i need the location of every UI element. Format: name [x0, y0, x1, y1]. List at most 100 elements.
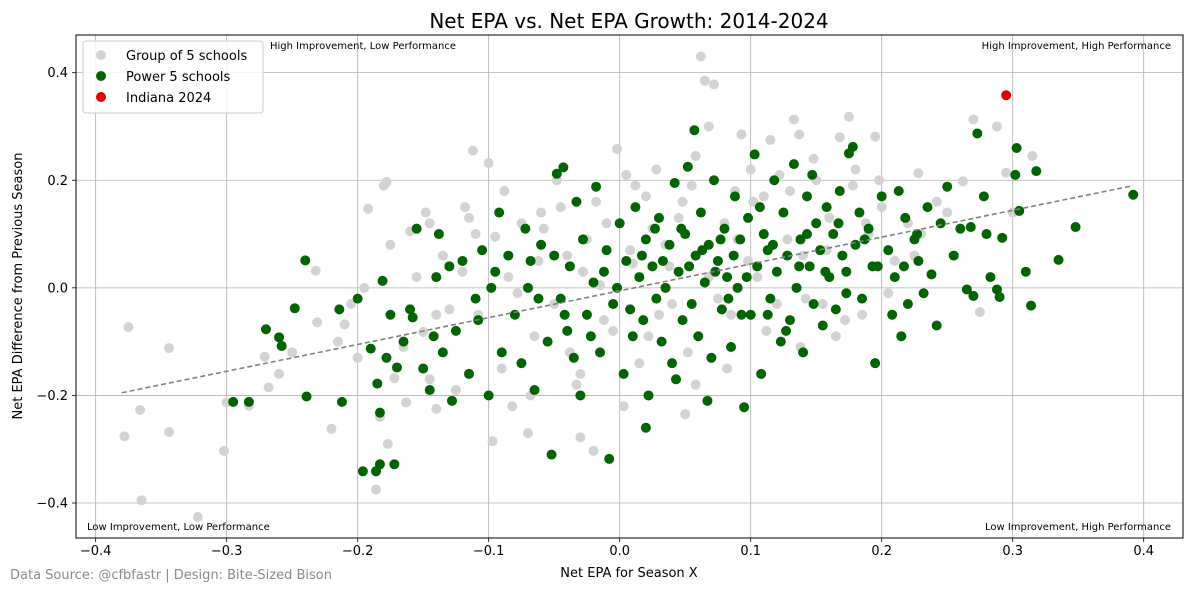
group-of-5-point	[555, 202, 566, 213]
group-of-5-point	[761, 325, 772, 336]
power-5-point	[900, 212, 911, 223]
legend-label-p5: Power 5 schools	[126, 70, 231, 85]
group-of-5-point	[765, 134, 776, 145]
power-5-point	[520, 223, 531, 234]
power-5-point	[981, 229, 992, 240]
power-5-point	[735, 234, 746, 245]
group-of-5-point	[483, 158, 494, 169]
power-5-point	[743, 212, 754, 223]
power-5-point	[664, 239, 675, 250]
group-of-5-point	[363, 203, 374, 214]
power-5-point	[841, 288, 852, 299]
group-of-5-point	[850, 164, 861, 175]
group-of-5-point	[974, 307, 985, 318]
power-5-point	[650, 223, 661, 234]
power-5-point	[334, 304, 345, 315]
group-of-5-point	[164, 427, 175, 438]
group-of-5-point	[840, 315, 851, 326]
group-of-5-point	[312, 317, 323, 328]
group-of-5-point	[389, 373, 400, 384]
power-5-point	[490, 266, 501, 277]
group-of-5-point	[575, 432, 586, 443]
group-of-5-point	[703, 121, 714, 132]
power-5-point	[771, 266, 782, 277]
group-of-5-point	[512, 288, 523, 299]
power-5-point	[522, 282, 533, 293]
power-5-point	[389, 459, 400, 470]
annotation-top-left: High Improvement, Low Performance	[270, 41, 456, 52]
power-5-point	[595, 347, 606, 358]
group-of-5-point	[274, 368, 285, 379]
power-5-point	[798, 347, 809, 358]
power-5-point	[706, 352, 717, 363]
power-5-point	[365, 343, 376, 354]
power-5-point	[671, 374, 682, 385]
power-5-point	[863, 223, 874, 234]
power-5-point	[942, 181, 953, 192]
power-5-point	[902, 298, 913, 309]
power-5-point	[260, 324, 271, 335]
power-5-point	[893, 186, 904, 197]
group-of-5-point	[192, 512, 203, 523]
power-5-point	[651, 293, 662, 304]
group-of-5-point	[625, 245, 636, 256]
power-5-point	[660, 282, 671, 293]
power-5-point	[621, 255, 632, 266]
power-5-point	[640, 234, 651, 245]
power-5-point	[634, 272, 645, 283]
power-5-point	[667, 358, 678, 369]
group-of-5-point	[695, 51, 706, 62]
group-of-5-point	[536, 207, 547, 218]
power-5-point	[496, 347, 507, 358]
power-5-point	[935, 218, 946, 229]
power-5-point	[407, 312, 418, 323]
power-5-point	[833, 218, 844, 229]
trend-line	[121, 184, 1134, 394]
power-5-point	[374, 407, 385, 418]
group-of-5-point	[164, 343, 175, 354]
group-of-5-point	[834, 132, 845, 143]
power-5-point	[834, 186, 845, 197]
group-of-5-point	[385, 239, 396, 250]
power-5-point	[913, 255, 924, 266]
group-of-5-point	[708, 79, 719, 90]
power-5-point	[300, 255, 311, 266]
power-5-point	[726, 342, 737, 353]
group-of-5-point	[598, 315, 609, 326]
power-5-point	[965, 222, 976, 233]
power-5-point	[931, 320, 942, 331]
group-of-5-point	[677, 196, 688, 207]
power-5-point	[697, 245, 708, 256]
group-of-5-point	[991, 121, 1002, 132]
group-of-5-point	[726, 309, 737, 320]
group-of-5-point	[470, 229, 481, 240]
power-5-point	[955, 223, 966, 234]
annotation-bottom-right: Low Improvement, High Performance	[985, 522, 1171, 533]
x-tick-label: −0.1	[473, 544, 505, 559]
power-5-point	[883, 245, 894, 256]
power-5-point	[477, 245, 488, 256]
power-5-point	[728, 250, 739, 261]
power-5-point	[558, 162, 569, 173]
group-of-5-point	[431, 309, 442, 320]
group-of-5-point	[870, 131, 881, 142]
power-5-point	[1053, 254, 1064, 265]
indiana-2024-point	[1001, 90, 1012, 101]
power-5-point	[549, 250, 560, 261]
group-of-5-point	[259, 351, 270, 362]
group-of-5-point	[562, 250, 573, 261]
group-of-5-point	[457, 266, 468, 277]
power-5-point	[847, 141, 858, 152]
x-tick-label: −0.2	[342, 544, 374, 559]
power-5-point	[896, 331, 907, 342]
power-5-point	[802, 229, 813, 240]
power-5-point	[352, 293, 363, 304]
power-5-point	[922, 202, 933, 213]
group-of-5-point	[467, 145, 478, 156]
group-of-5-point	[957, 176, 968, 187]
power-5-point	[781, 325, 792, 336]
group-of-5-point	[1027, 151, 1038, 162]
group-of-5-point	[686, 180, 697, 191]
power-5-point	[411, 223, 422, 234]
group-of-5-point	[608, 325, 619, 336]
